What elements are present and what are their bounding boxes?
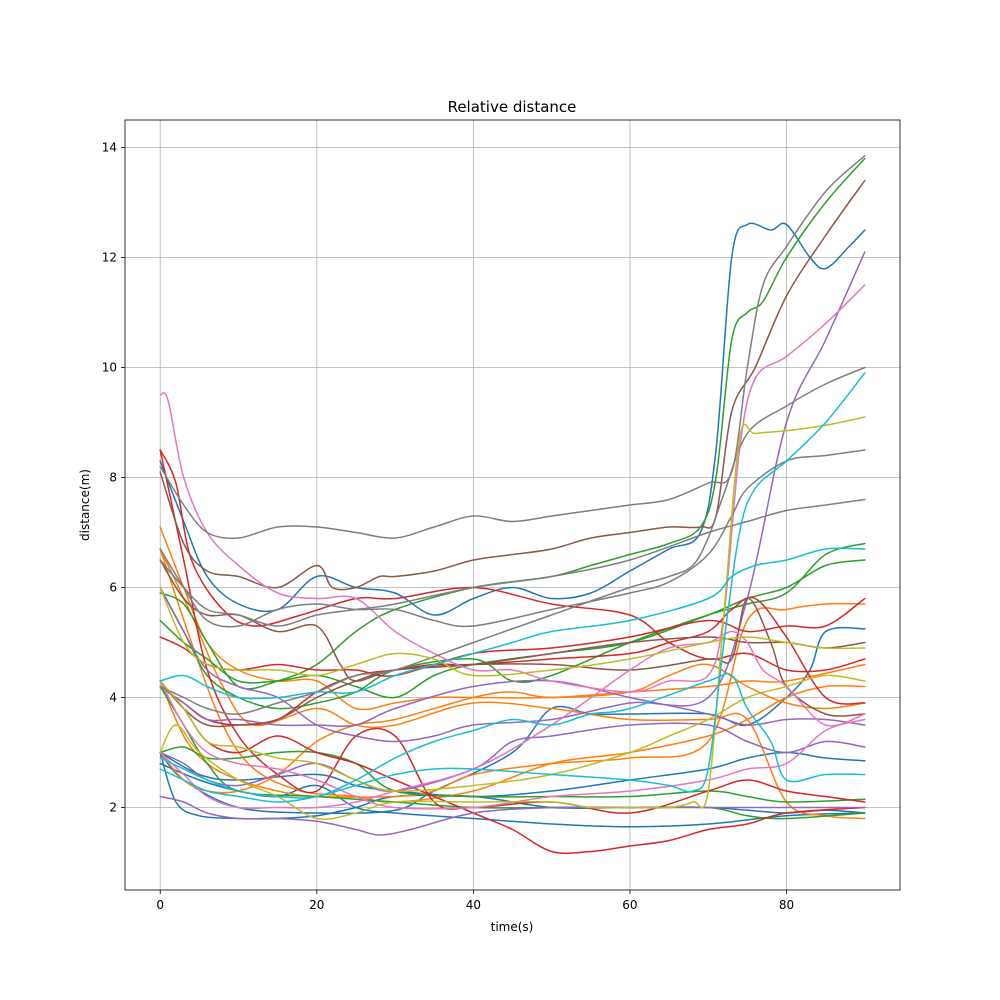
series-line-10 <box>159 663 866 794</box>
series-line-18 <box>159 680 866 855</box>
series-line-7 <box>159 548 866 820</box>
series-line-40 <box>159 672 866 799</box>
series-line-20 <box>159 449 866 814</box>
series-line-29 <box>159 680 866 810</box>
series-line-9 <box>159 602 866 798</box>
grid-lines <box>125 120 900 890</box>
series-line-32 <box>159 449 866 628</box>
y-tick-label: 2 <box>109 801 117 815</box>
series-line-36 <box>159 586 866 677</box>
series-line-3 <box>159 751 866 798</box>
series-line-6 <box>159 526 866 711</box>
x-axis-label: time(s) <box>491 920 534 934</box>
series-line-25 <box>159 179 866 591</box>
series-line-22 <box>159 679 866 727</box>
series-line-27 <box>159 636 866 728</box>
x-tick-label: 20 <box>309 898 324 912</box>
series-line-39 <box>159 372 866 803</box>
y-tick-label: 6 <box>109 581 117 595</box>
y-tick-label: 14 <box>102 141 117 155</box>
x-tick-label: 40 <box>466 898 481 912</box>
series-line-21 <box>159 251 866 743</box>
y-axis-label: distance(m) <box>78 469 92 541</box>
y-tick-label: 4 <box>109 691 117 705</box>
chart-title: Relative distance <box>448 98 577 116</box>
series-line-13 <box>159 542 866 710</box>
axis-ticks: 0 20 40 60 80 2 4 6 8 10 12 14 <box>102 141 794 913</box>
series-line-28 <box>159 284 866 693</box>
y-tick-label: 10 <box>102 361 117 375</box>
x-tick-label: 60 <box>622 898 637 912</box>
series-line-31 <box>159 155 866 540</box>
series-line-38 <box>159 547 866 700</box>
plot-frame <box>124 119 901 891</box>
series-line-5 <box>159 626 866 815</box>
series-line-19 <box>159 596 866 726</box>
x-tick-label: 80 <box>779 898 794 912</box>
y-tick-label: 12 <box>102 251 117 265</box>
series-line-37 <box>159 674 866 792</box>
series-line-8 <box>159 548 866 803</box>
series-line-34 <box>159 498 866 627</box>
y-tick-label: 8 <box>109 471 117 485</box>
x-tick-label: 0 <box>156 898 164 912</box>
series-line-12 <box>159 559 866 699</box>
series-layer <box>159 155 866 855</box>
series-line-1 <box>159 222 866 616</box>
series-line-35 <box>159 416 866 820</box>
series-line-33 <box>159 366 866 715</box>
series-line-23 <box>159 795 866 836</box>
